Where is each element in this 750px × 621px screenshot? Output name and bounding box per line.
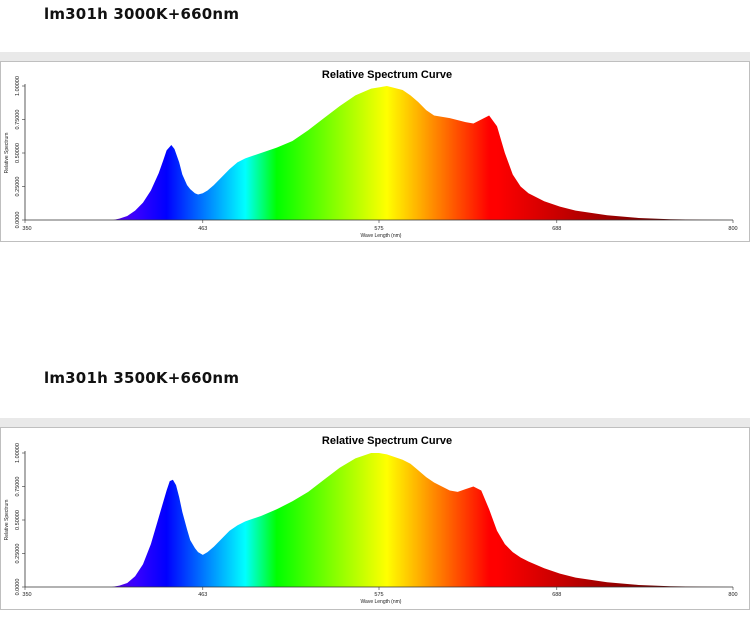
chart-title: Relative Spectrum Curve [322,435,452,447]
spectrum-chart-svg-1: 350 463 575 688 800 0.0000 0.25000 0.50000 0.750… [0,61,750,242]
x-axis-label: Wave Length (nm) [361,599,402,605]
x-tick-label: 463 [198,592,207,598]
x-axis-label: Wave Length (nm) [361,233,402,239]
x-tick-label: 575 [374,592,383,598]
y-tick-label: 1.00000 [15,76,21,96]
spectrum-area [111,453,733,587]
x-tick-label: 688 [552,226,561,232]
x-tick-label: 350 [22,226,31,232]
x-tick-label: 800 [728,592,737,598]
spectrum-chart-svg-2: 350 463 575 688 800 0.0000 0.25000 0.50000 0.750… [0,427,750,610]
chart-title: Relative Spectrum Curve [322,69,452,81]
separator-band-1 [0,52,750,61]
y-tick-label: 0.50000 [15,510,21,530]
y-tick-label: 0.50000 [15,143,21,163]
spectrum-area [113,86,734,220]
y-axis-label: Relative Spectrum [4,500,10,541]
chart-heading-1: lm301h 3000K+660nm [44,5,240,23]
y-tick-label: 0.75000 [15,477,21,497]
x-tick-label: 575 [374,226,383,232]
spectrum-chart-2: 350 463 575 688 800 0.0000 0.25000 0.50000 0.750… [0,427,750,610]
x-tick-label: 463 [198,226,207,232]
spectrum-chart-1: 350 463 575 688 800 0.0000 0.25000 0.50000 0.750… [0,61,750,242]
x-tick-label: 800 [728,226,737,232]
y-tick-label: 1.00000 [15,443,21,463]
y-axis-label: Relative Spectrum [4,133,10,174]
y-tick-label: 0.0000 [15,579,21,596]
y-tick-label: 0.25000 [15,177,21,197]
x-tick-label: 350 [22,592,31,598]
y-tick-label: 0.75000 [15,110,21,130]
separator-band-2 [0,418,750,427]
y-tick-label: 0.25000 [15,544,21,564]
chart-heading-2: lm301h 3500K+660nm [44,369,240,387]
x-tick-label: 688 [552,592,561,598]
y-tick-label: 0.0000 [15,212,21,229]
